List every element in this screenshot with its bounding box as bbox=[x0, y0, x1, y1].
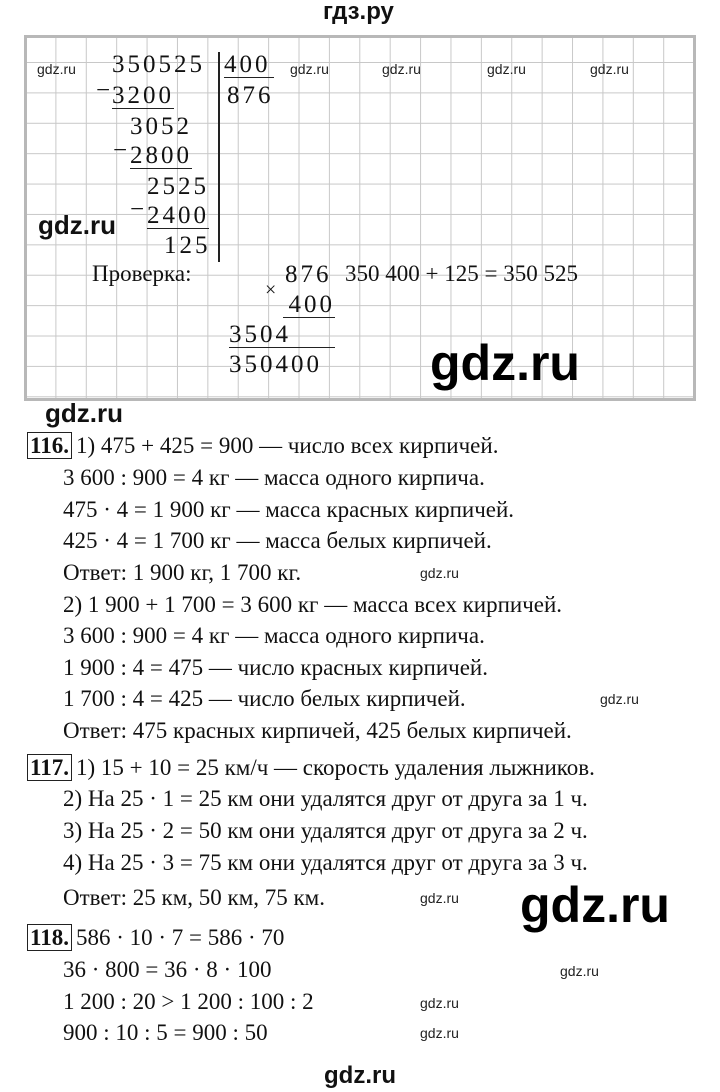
line: 3 600 : 900 = 4 кг — масса одного кирпич… bbox=[63, 623, 485, 648]
minus-sign: − bbox=[96, 77, 114, 104]
line: 1 900 : 4 = 475 — число красных кирпичей… bbox=[63, 655, 488, 680]
line: Ответ: 475 красных кирпичей, 425 белых к… bbox=[63, 718, 572, 743]
line: Ответ: 1 900 кг, 1 700 кг. bbox=[63, 560, 302, 585]
dividend: 350525 bbox=[112, 51, 205, 78]
watermark: gdz.ru bbox=[420, 565, 459, 581]
watermark: gdz.ru bbox=[45, 398, 123, 428]
line: 900 : 10 : 5 = 900 : 50 bbox=[63, 1020, 268, 1045]
factor: 876 bbox=[285, 261, 332, 288]
watermark: gdz.ru bbox=[38, 210, 116, 240]
line: 4) На 25 · 3 = 75 км они удалятся друг о… bbox=[63, 850, 588, 875]
task-number: 117. bbox=[27, 754, 72, 781]
divisor: 400 bbox=[224, 52, 274, 78]
watermark: gdz.ru bbox=[420, 1025, 459, 1041]
watermark: gdz.ru bbox=[520, 877, 670, 933]
line: 475 · 4 = 1 900 кг — масса красных кирпи… bbox=[63, 497, 515, 522]
partial-product: 3504 bbox=[229, 322, 335, 348]
task-118: 118. 586 · 10 · 7 = 586 · 70 bbox=[27, 924, 285, 951]
watermark: gdz.ru bbox=[420, 995, 459, 1011]
line: 1 700 : 4 = 425 — число белых кирпичей. bbox=[63, 686, 466, 711]
watermark: gdz.ru bbox=[590, 61, 629, 77]
minus-sign: − bbox=[113, 137, 131, 164]
line: 2) На 25 · 1 = 25 км они удалятся друг о… bbox=[63, 786, 588, 811]
line: 586 · 10 · 7 = 586 · 70 bbox=[75, 925, 285, 950]
watermark: gdz.ru bbox=[382, 61, 421, 77]
division-bar bbox=[218, 52, 220, 262]
times-sign: × bbox=[265, 279, 277, 301]
step: 3052 bbox=[130, 113, 192, 140]
line: 425 · 4 = 1 700 кг — масса белых кирпиче… bbox=[63, 528, 492, 553]
grid-paper bbox=[24, 35, 696, 401]
site-header: гдз.ру bbox=[323, 0, 394, 25]
line: 1) 15 + 10 = 25 км/ч — скорость удаления… bbox=[75, 755, 595, 780]
line: 2) 1 900 + 1 700 = 3 600 кг — масса всех… bbox=[63, 592, 563, 617]
step: 3200 bbox=[112, 82, 174, 109]
task-number: 118. bbox=[27, 924, 72, 951]
task-number: 116. bbox=[27, 432, 72, 459]
line: 1 200 : 20 > 1 200 : 100 : 2 bbox=[63, 989, 314, 1014]
line: Ответ: 25 км, 50 км, 75 км. bbox=[63, 885, 325, 910]
watermark: gdz.ru bbox=[560, 963, 599, 979]
watermark: gdz.ru bbox=[430, 335, 580, 391]
task-116: 116. 1) 475 + 425 = 900 — число всех кирп… bbox=[27, 432, 499, 459]
watermark: gdz.ru bbox=[420, 890, 459, 906]
step: 2525 bbox=[147, 173, 209, 200]
factor: 400 bbox=[283, 292, 335, 318]
step: 2400 bbox=[147, 202, 209, 229]
watermark: gdz.ru bbox=[37, 61, 76, 77]
site-footer: gdz.ru bbox=[324, 1062, 396, 1089]
step: 2800 bbox=[130, 142, 192, 169]
minus-sign: − bbox=[130, 196, 148, 223]
product: 350400 bbox=[229, 351, 322, 378]
watermark: gdz.ru bbox=[290, 61, 329, 77]
watermark: gdz.ru bbox=[487, 61, 526, 77]
line: 36 · 800 = 36 · 8 · 100 bbox=[63, 957, 272, 982]
line: 3) На 25 · 2 = 50 км они удалятся друг о… bbox=[63, 818, 588, 843]
check-label: Проверка: bbox=[92, 261, 192, 286]
check-sum: 350 400 + 125 = 350 525 bbox=[345, 261, 578, 286]
line: 1) 475 + 425 = 900 — число всех кирпичей… bbox=[75, 433, 499, 458]
watermark: gdz.ru bbox=[600, 691, 639, 707]
quotient: 876 bbox=[227, 82, 274, 109]
step: 125 bbox=[164, 232, 211, 259]
task-117: 117. 1) 15 + 10 = 25 км/ч — скорость удал… bbox=[27, 754, 595, 781]
line: 3 600 : 900 = 4 кг — масса одного кирпич… bbox=[63, 465, 485, 490]
